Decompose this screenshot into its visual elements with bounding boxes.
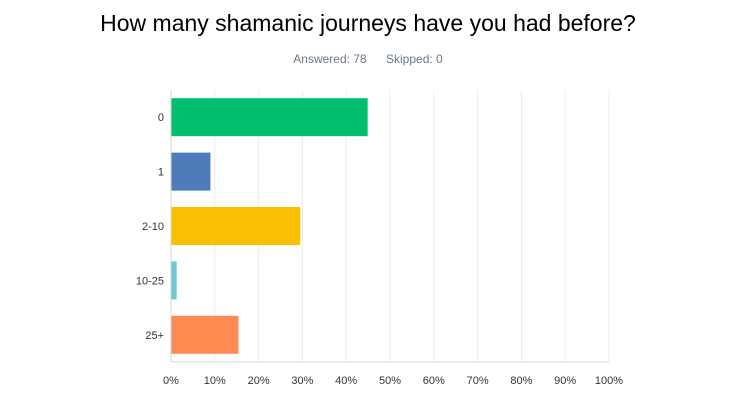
x-tick-label: 30% [291, 375, 313, 387]
response-stats: Answered: 78 Skipped: 0 [0, 52, 736, 66]
answered-count: Answered: 78 [293, 52, 367, 66]
category-label: 1 [158, 167, 164, 179]
x-tick-labels: 0% 10% 20% 30% 40% 50% 60% 70% 80% 90% 100% [163, 375, 623, 387]
bar-1[interactable] [171, 152, 211, 191]
bar-0[interactable] [171, 98, 368, 137]
chart-title: How many shamanic journeys have you had … [100, 10, 636, 36]
x-tick-label: 10% [204, 375, 226, 387]
category-label: 10-25 [136, 275, 164, 287]
category-labels: 0 1 2-10 10-25 25+ [136, 112, 164, 342]
skipped-count: Skipped: 0 [386, 52, 443, 66]
x-tick-label: 100% [595, 375, 623, 387]
x-tick-label: 80% [510, 375, 532, 387]
category-label: 25+ [145, 330, 164, 342]
x-tick-label: 70% [467, 375, 489, 387]
x-tick-label: 60% [423, 375, 445, 387]
bar-10-25[interactable] [171, 261, 177, 300]
x-tick-label: 50% [379, 375, 401, 387]
x-tick-label: 40% [335, 375, 357, 387]
x-tick-label: 0% [163, 375, 179, 387]
x-tick-label: 20% [248, 375, 270, 387]
bar-2-10[interactable] [171, 207, 301, 245]
bar-25+[interactable] [171, 315, 239, 354]
category-label: 0 [158, 112, 164, 124]
category-label: 2-10 [142, 221, 164, 233]
bars [171, 98, 368, 354]
x-tick-label: 90% [554, 375, 576, 387]
